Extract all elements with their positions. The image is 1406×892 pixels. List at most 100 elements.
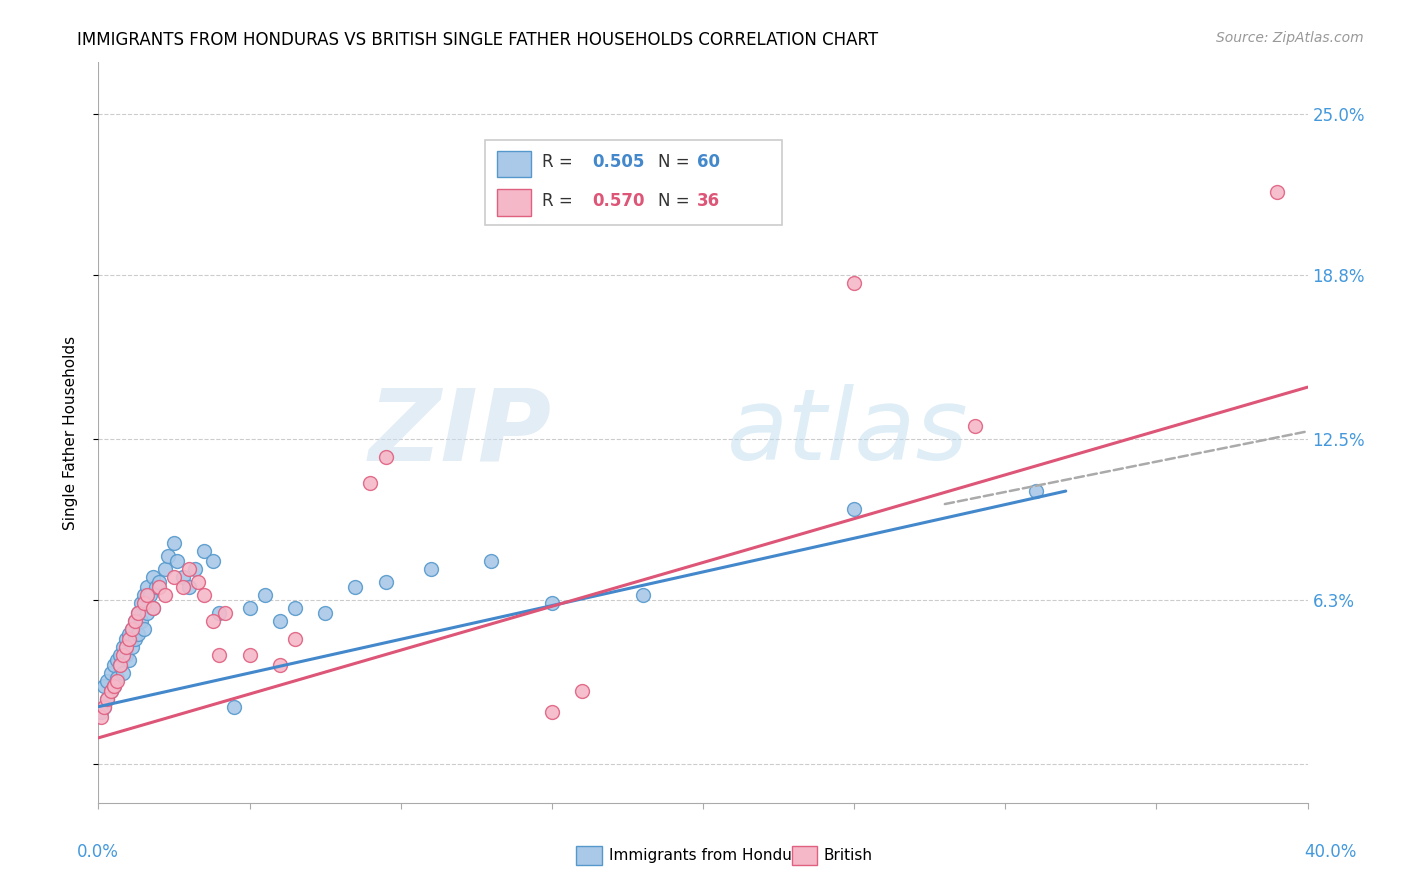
Point	[127, 627, 149, 641]
Point	[187, 574, 209, 589]
Point	[108, 658, 131, 673]
Point	[93, 699, 115, 714]
Point	[202, 554, 225, 568]
Point	[179, 580, 201, 594]
Point	[142, 601, 165, 615]
Point	[135, 588, 157, 602]
Bar	[498, 189, 531, 216]
Point	[142, 601, 165, 615]
Point	[540, 705, 562, 719]
Point	[269, 614, 291, 628]
Point	[96, 692, 118, 706]
Point	[124, 614, 146, 628]
Point	[105, 673, 128, 688]
Point	[121, 622, 143, 636]
Point	[114, 640, 136, 654]
Text: 0.505: 0.505	[592, 153, 644, 171]
Text: 36: 36	[697, 192, 720, 210]
Point	[844, 502, 866, 516]
Point	[127, 606, 149, 620]
Point	[114, 632, 136, 647]
Point	[118, 653, 141, 667]
Point	[100, 665, 122, 680]
Point	[284, 601, 307, 615]
Point	[90, 705, 112, 719]
Point	[179, 562, 201, 576]
Point	[360, 476, 382, 491]
Point	[132, 596, 155, 610]
Point	[344, 580, 367, 594]
Point	[193, 588, 215, 602]
Point	[103, 658, 125, 673]
Point	[965, 419, 987, 434]
Point	[571, 684, 593, 698]
Point	[374, 574, 396, 589]
Text: Immigrants from Honduras: Immigrants from Honduras	[609, 848, 815, 863]
Point	[156, 549, 179, 563]
Point	[314, 606, 336, 620]
Text: ZIP: ZIP	[368, 384, 551, 481]
Point	[1267, 186, 1289, 200]
Point	[129, 596, 152, 610]
Text: British: British	[824, 848, 873, 863]
Point	[118, 632, 141, 647]
Point	[93, 699, 115, 714]
Point	[374, 450, 396, 465]
Point	[239, 648, 262, 662]
Point	[148, 574, 170, 589]
Text: R =: R =	[543, 153, 578, 171]
Point	[100, 684, 122, 698]
Point	[121, 622, 143, 636]
Point	[153, 562, 176, 576]
Text: Source: ZipAtlas.com: Source: ZipAtlas.com	[1216, 31, 1364, 45]
Point	[142, 570, 165, 584]
Text: 0.570: 0.570	[592, 192, 644, 210]
Point	[172, 570, 194, 584]
Point	[139, 588, 162, 602]
Point	[540, 596, 562, 610]
Point	[135, 606, 157, 620]
Point	[153, 588, 176, 602]
Point	[111, 648, 134, 662]
Text: N =: N =	[658, 153, 695, 171]
Point	[1024, 484, 1046, 499]
Point	[103, 679, 125, 693]
Point	[239, 601, 262, 615]
Point	[96, 692, 118, 706]
Point	[420, 562, 443, 576]
Point	[105, 671, 128, 685]
Point	[202, 614, 225, 628]
Point	[163, 536, 186, 550]
Text: 40.0%: 40.0%	[1305, 843, 1357, 861]
Point	[208, 606, 231, 620]
Point	[184, 562, 207, 576]
Point	[284, 632, 307, 647]
Point	[166, 554, 188, 568]
Point	[108, 658, 131, 673]
Point	[124, 632, 146, 647]
Point	[132, 588, 155, 602]
Point	[481, 554, 503, 568]
Point	[214, 606, 236, 620]
Point	[114, 648, 136, 662]
Point	[127, 606, 149, 620]
Text: 0.0%: 0.0%	[77, 843, 120, 861]
Bar	[498, 151, 531, 178]
Point	[90, 710, 112, 724]
Y-axis label: Single Father Households: Single Father Households	[63, 335, 77, 530]
Point	[844, 277, 866, 291]
Point	[111, 640, 134, 654]
Point	[269, 658, 291, 673]
Point	[193, 544, 215, 558]
Point	[224, 699, 246, 714]
Point	[93, 679, 115, 693]
Point	[100, 684, 122, 698]
FancyBboxPatch shape	[485, 140, 782, 226]
Point	[111, 665, 134, 680]
Point	[145, 580, 167, 594]
Text: R =: R =	[543, 192, 578, 210]
Point	[124, 614, 146, 628]
Text: IMMIGRANTS FROM HONDURAS VS BRITISH SINGLE FATHER HOUSEHOLDS CORRELATION CHART: IMMIGRANTS FROM HONDURAS VS BRITISH SING…	[77, 31, 879, 49]
Point	[163, 570, 186, 584]
Point	[105, 653, 128, 667]
